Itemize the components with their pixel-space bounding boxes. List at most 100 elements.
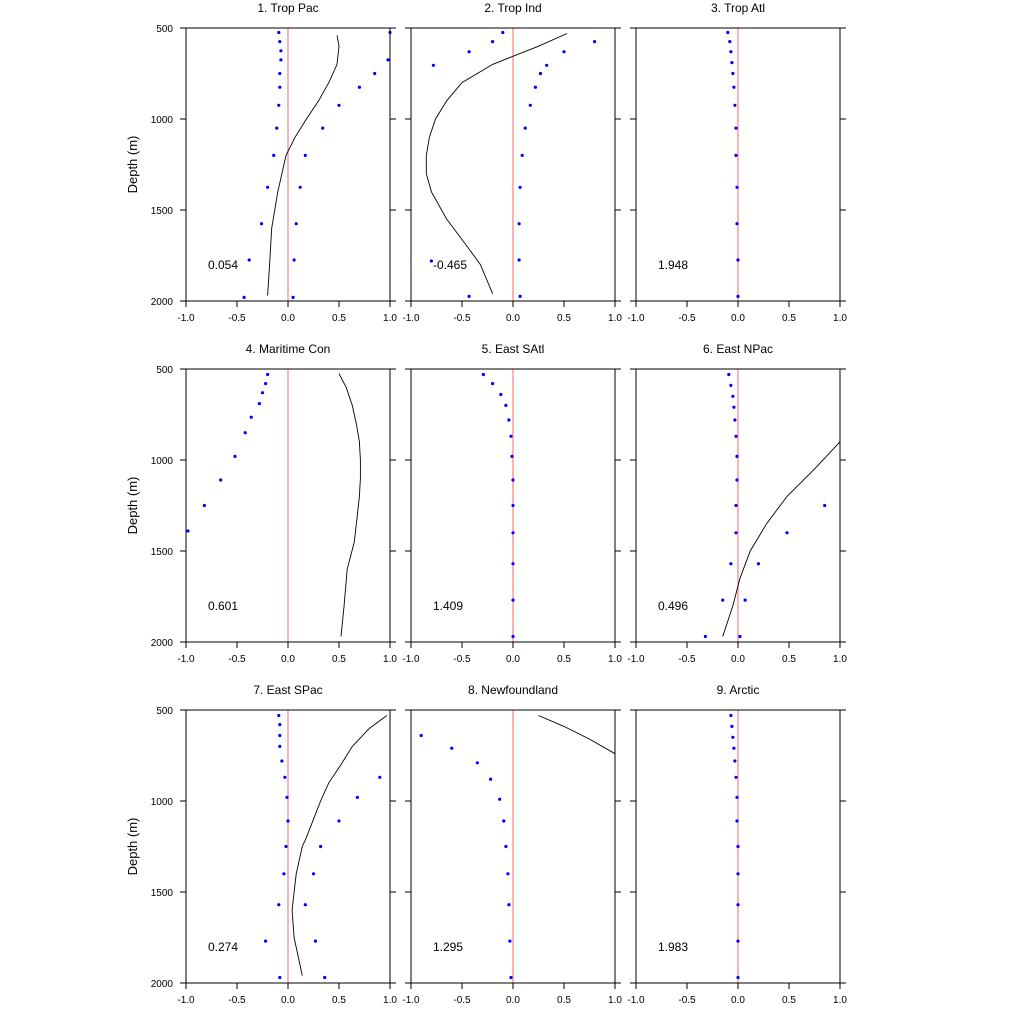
data-point xyxy=(277,713,281,718)
data-point xyxy=(247,258,251,262)
x-tick-label: 0.5 xyxy=(557,313,571,324)
data-point xyxy=(507,903,511,907)
data-point xyxy=(733,418,737,422)
data-point xyxy=(511,634,515,639)
data-point xyxy=(729,50,733,54)
data-point xyxy=(732,746,736,750)
data-point xyxy=(291,295,295,299)
data-point xyxy=(734,531,738,535)
data-point xyxy=(726,30,730,35)
panel-3: 3. Trop Atl -1.0 -0.5 0.0 0.5 1.0 1.948 xyxy=(627,1,847,324)
data-point xyxy=(355,795,359,800)
panel-title: 9. Arctic xyxy=(717,683,760,697)
y-tick-label: 1500 xyxy=(151,547,174,558)
data-point xyxy=(303,153,307,157)
data-point xyxy=(728,40,732,44)
panel-8: 8. Newfoundland -1.0 -0.5 0.0 0.5 1.0 1.295 xyxy=(402,683,622,1006)
data-point xyxy=(507,418,511,422)
data-point xyxy=(498,797,502,801)
data-point xyxy=(732,405,736,409)
panel-title: 4. Maritime Con xyxy=(246,342,331,356)
data-point xyxy=(249,415,253,419)
data-point xyxy=(257,402,261,406)
data-point xyxy=(732,85,736,89)
data-point xyxy=(785,531,789,535)
data-point xyxy=(419,733,423,738)
data-point xyxy=(219,478,223,482)
data-point xyxy=(272,153,276,157)
data-point xyxy=(450,746,454,750)
data-point xyxy=(721,598,725,602)
x-tick-label: 0.0 xyxy=(731,313,745,324)
data-point xyxy=(730,61,734,65)
data-point xyxy=(278,71,282,76)
y-tick-label: 1000 xyxy=(151,115,174,126)
panel-6: 6. East NPac -1.0 -0.5 0.0 0.5 1.0 0.496 xyxy=(627,342,847,665)
data-point xyxy=(233,454,237,458)
data-point xyxy=(528,103,532,107)
stat-value: 1.409 xyxy=(433,599,463,613)
data-point xyxy=(266,185,270,189)
x-tick-label: 0.5 xyxy=(782,313,796,324)
x-tick-label: 1.0 xyxy=(608,654,622,665)
data-point xyxy=(729,562,733,566)
x-tick-label: -1.0 xyxy=(177,995,195,1006)
regression-curve xyxy=(538,715,616,755)
x-tick-label: -0.5 xyxy=(228,313,246,324)
data-point xyxy=(734,775,738,779)
data-point xyxy=(311,872,316,876)
data-point xyxy=(508,939,512,943)
data-point xyxy=(259,222,264,226)
data-point xyxy=(313,939,318,943)
data-point xyxy=(491,382,495,386)
data-point xyxy=(730,724,734,729)
data-point xyxy=(260,391,265,395)
data-point xyxy=(431,63,435,67)
data-point xyxy=(734,153,738,157)
x-tick-label: 1.0 xyxy=(833,654,847,665)
x-tick-label: -0.5 xyxy=(228,654,246,665)
data-point xyxy=(279,49,283,53)
x-tick-label: 1.0 xyxy=(608,995,622,1006)
data-point xyxy=(511,503,515,508)
data-point xyxy=(319,844,323,849)
y-tick-label: 1000 xyxy=(151,797,174,808)
y-tick-label: 500 xyxy=(156,24,173,35)
data-point xyxy=(202,503,206,508)
x-tick-label: 0.0 xyxy=(281,654,295,665)
data-point xyxy=(499,392,503,397)
data-point xyxy=(735,795,739,800)
regression-curve xyxy=(425,33,568,294)
data-point xyxy=(275,126,279,130)
data-point xyxy=(284,844,288,849)
y-tick-label: 500 xyxy=(156,365,173,376)
x-tick-label: 0.5 xyxy=(782,995,796,1006)
data-point xyxy=(736,872,740,876)
stat-value: 1.948 xyxy=(658,258,688,272)
x-tick-label: -1.0 xyxy=(627,313,645,324)
x-tick-label: 0.0 xyxy=(731,654,745,665)
data-point xyxy=(733,759,737,763)
y-tick-label: 1500 xyxy=(151,206,174,217)
data-point xyxy=(243,431,247,435)
data-point xyxy=(266,372,270,377)
panel-title: 8. Newfoundland xyxy=(468,683,558,697)
x-tick-label: 0.0 xyxy=(281,995,295,1006)
data-point xyxy=(279,58,283,62)
data-point xyxy=(277,30,281,35)
stat-value: 1.983 xyxy=(658,940,688,954)
data-point xyxy=(734,503,738,508)
data-point xyxy=(467,50,471,54)
x-tick-label: -0.5 xyxy=(453,313,471,324)
data-point xyxy=(323,975,327,980)
x-tick-label: -1.0 xyxy=(402,654,420,665)
x-tick-label: 1.0 xyxy=(383,995,397,1006)
y-tick-label: 2000 xyxy=(151,638,174,649)
x-tick-label: -1.0 xyxy=(177,313,195,324)
x-tick-label: -1.0 xyxy=(402,995,420,1006)
data-point xyxy=(538,71,543,76)
data-point xyxy=(501,30,505,35)
data-point xyxy=(729,713,733,718)
x-tick-label: 0.5 xyxy=(332,313,346,324)
x-tick-label: 0.0 xyxy=(731,995,745,1006)
